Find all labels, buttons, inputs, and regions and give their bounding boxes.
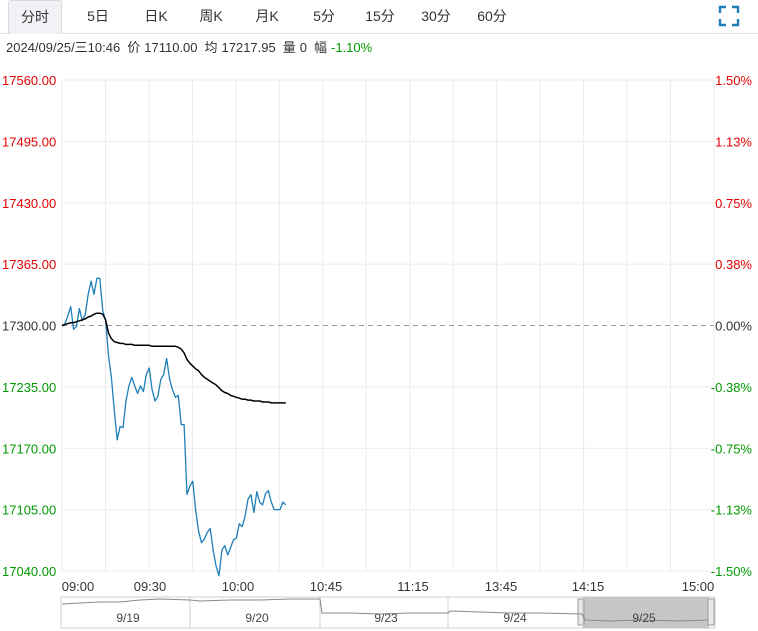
price-tick-label: 17170.00 bbox=[2, 441, 56, 456]
tab-monthly-k[interactable]: 月K bbox=[255, 8, 279, 24]
time-tick-label: 13:45 bbox=[485, 579, 518, 594]
info-change-label: 幅 bbox=[314, 40, 328, 55]
navigator-handle-left bbox=[577, 598, 585, 626]
price-tick-label: 17235.00 bbox=[2, 380, 56, 395]
percent-tick-label: -1.13% bbox=[711, 503, 753, 518]
navigator-day-label: 9/20 bbox=[245, 611, 269, 625]
price-tick-label: 17560.00 bbox=[2, 73, 56, 88]
time-tick-label: 09:00 bbox=[62, 579, 95, 594]
tab-30min[interactable]: 30分 bbox=[421, 8, 451, 24]
percent-tick-label: -1.50% bbox=[711, 564, 753, 579]
tab-weekly-k[interactable]: 周K bbox=[199, 8, 223, 24]
series-layer bbox=[61, 277, 287, 577]
price-tick-label: 17105.00 bbox=[2, 503, 56, 518]
expand-corners-icon[interactable] bbox=[716, 3, 742, 29]
price-line bbox=[61, 277, 287, 577]
info-price: 17110.00 bbox=[144, 40, 198, 55]
time-tick-label: 11:15 bbox=[397, 579, 429, 594]
price-tick-label: 17040.00 bbox=[2, 564, 56, 579]
tab-intraday[interactable]: 分时 bbox=[8, 0, 62, 34]
navigator-day-label: 9/19 bbox=[116, 611, 140, 625]
navigator-handle-right bbox=[707, 598, 715, 626]
percent-axis: 1.50% 1.13% 0.75% 0.38% 0.00% -0.38% -0.75% -1.… bbox=[711, 73, 753, 579]
info-change: -1.10% bbox=[331, 40, 373, 55]
tab-5day[interactable]: 5日 bbox=[87, 8, 109, 24]
percent-tick-label: 1.50% bbox=[715, 73, 752, 88]
navigator-trend-line bbox=[61, 598, 709, 622]
info-avg-label: 均 bbox=[204, 40, 218, 55]
average-price-line bbox=[61, 312, 286, 404]
info-datetime: 2024/09/25/三10:46 bbox=[6, 40, 121, 55]
time-tick-label: 10:45 bbox=[310, 579, 343, 594]
percent-tick-label: 0.38% bbox=[715, 257, 752, 272]
info-volume: 0 bbox=[299, 40, 307, 55]
navigator-selection bbox=[583, 597, 709, 628]
price-tick-label: 17300.00 bbox=[2, 319, 56, 334]
percent-tick-label: -0.75% bbox=[711, 441, 753, 456]
price-tick-label: 17495.00 bbox=[2, 134, 56, 149]
time-tick-label: 14:15 bbox=[572, 579, 605, 594]
tab-5min[interactable]: 5分 bbox=[313, 8, 335, 24]
time-tick-label: 10:00 bbox=[222, 579, 255, 594]
time-tick-label: 09:30 bbox=[134, 579, 167, 594]
info-avg: 17217.95 bbox=[221, 40, 276, 55]
period-tabs: 分时 5日 日K 周K 月K 5分 15分 30分 60分 bbox=[0, 0, 758, 34]
price-axis: 17560.00 17495.00 17430.00 17365.00 17300.00… bbox=[2, 73, 56, 579]
percent-tick-label: 1.13% bbox=[715, 134, 752, 149]
tab-60min[interactable]: 60分 bbox=[477, 8, 507, 24]
navigator-day-label: 9/23 bbox=[374, 611, 398, 625]
tab-15min[interactable]: 15分 bbox=[365, 8, 395, 24]
navigator-day-label: 9/24 bbox=[503, 611, 527, 625]
navigator-frame bbox=[60, 596, 716, 629]
info-volume-label: 量 bbox=[282, 40, 296, 55]
price-tick-label: 17365.00 bbox=[2, 257, 56, 272]
range-navigator: 9/19 9/20 9/23 9/24 9/25 bbox=[60, 596, 716, 629]
time-axis: 09:00 09:30 10:00 10:45 11:15 13:45 14:15 15:00 bbox=[62, 579, 715, 594]
percent-tick-label: 0.75% bbox=[715, 196, 752, 211]
percent-tick-label: 0.00% bbox=[715, 319, 752, 334]
info-price-label: 价 bbox=[127, 40, 141, 55]
chart-grid bbox=[61, 79, 715, 572]
tab-daily-k[interactable]: 日K bbox=[144, 8, 168, 24]
percent-tick-label: -0.38% bbox=[711, 380, 753, 395]
price-tick-label: 17430.00 bbox=[2, 196, 56, 211]
quote-info-bar: 2024/09/25/三10:46 价 17110.00 均 17217.95 量 0 幅 -1… bbox=[6, 38, 372, 58]
navigator-day-label: 9/25 bbox=[632, 611, 656, 625]
time-tick-label: 15:00 bbox=[682, 579, 715, 594]
